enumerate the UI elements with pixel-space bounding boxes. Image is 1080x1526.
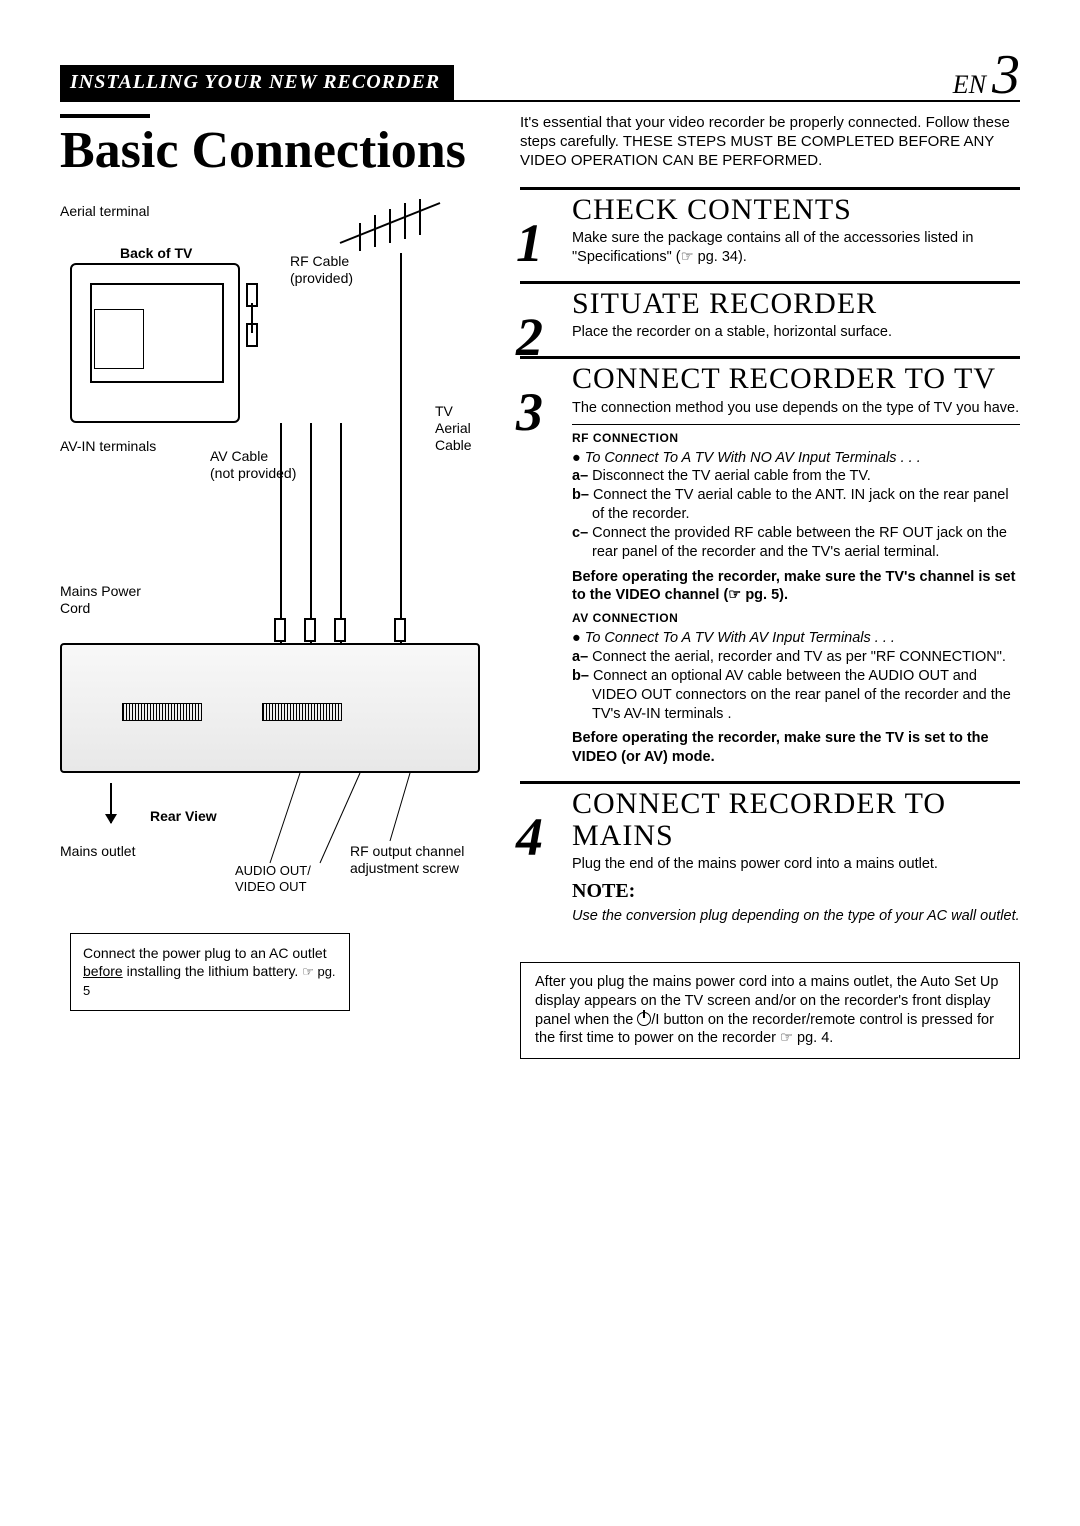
- step-rule-3: [520, 356, 1020, 359]
- label-rf-cable-t: RF Cable: [290, 253, 349, 269]
- av-plug-2: [304, 618, 316, 642]
- label-mains-power: Mains Power Cord: [60, 583, 141, 617]
- cable-av3: [340, 423, 342, 643]
- label-tv-aerial-cable: TV Aerial Cable: [435, 403, 472, 453]
- power-icon: [637, 1012, 651, 1026]
- leader-lines: [60, 763, 480, 923]
- cable-av1: [280, 423, 282, 643]
- step-3: 3 CONNECT RECORDER TO TV The connection …: [520, 363, 1020, 767]
- content-columns: Basic Connections Aerial terminal Back o…: [60, 114, 1020, 1059]
- cable-aerial: [400, 253, 402, 643]
- step-1: 1 CHECK CONTENTS Make sure the package c…: [520, 194, 1020, 267]
- step-num-1: 1: [516, 216, 543, 270]
- note-title: NOTE:: [572, 880, 1020, 903]
- rf-warn: Before operating the recorder, make sure…: [572, 568, 1020, 606]
- rf-item-a: a– Disconnect the TV aerial cable from t…: [572, 467, 1020, 486]
- right-column: It's essential that your video recorder …: [520, 114, 1020, 1059]
- rf-item-b: b– Connect the TV aerial cable to the AN…: [572, 486, 1020, 524]
- section-bar: INSTALLING YOUR NEW RECORDER: [60, 65, 454, 100]
- antenna-icon: [330, 193, 450, 253]
- step-rule-4: [520, 781, 1020, 784]
- cable-av2: [310, 423, 312, 643]
- step-body-3: The connection method you use depends on…: [572, 399, 1020, 418]
- rf-head: RF CONNECTION: [572, 431, 1020, 445]
- title-rule: [60, 114, 150, 118]
- av-item-b: b– Connect an optional AV cable between …: [572, 667, 1020, 724]
- pg-num: 3: [992, 50, 1020, 100]
- av-plug-3: [334, 618, 346, 642]
- step-title-2: SITUATE RECORDER: [572, 288, 1020, 320]
- label-back-of-tv: Back of TV: [120, 245, 192, 262]
- page-number: EN 3: [953, 50, 1020, 100]
- label-av-in: AV-IN terminals: [60, 438, 156, 455]
- step-rule-2: [520, 281, 1020, 284]
- av-intro: ● To Connect To A TV With AV Input Termi…: [572, 629, 1020, 648]
- rf-intro: ● To Connect To A TV With NO AV Input Te…: [572, 449, 1020, 468]
- rf-item-c: c– Connect the provided RF cable between…: [572, 524, 1020, 562]
- step-body-1: Make sure the package contains all of th…: [572, 229, 1020, 267]
- autosetup-info-box: After you plug the mains power cord into…: [520, 962, 1020, 1059]
- cable-rf: [251, 303, 253, 333]
- step-rule-1: [520, 187, 1020, 190]
- step-num-3: 3: [516, 385, 543, 439]
- power-note-box: Connect the power plug to an AC outlet b…: [70, 933, 350, 1011]
- step-num-2: 2: [516, 310, 543, 364]
- label-rf-cable-s: (provided): [290, 270, 353, 286]
- note-body: Use the conversion plug depending on the…: [572, 907, 1020, 926]
- av-warn: Before operating the recorder, make sure…: [572, 729, 1020, 767]
- step-body-4: Plug the end of the mains power cord int…: [572, 855, 1020, 874]
- step-title-3: CONNECT RECORDER TO TV: [572, 363, 1020, 395]
- left-column: Basic Connections Aerial terminal Back o…: [60, 114, 490, 1059]
- intro-text: It's essential that your video recorder …: [520, 114, 1020, 170]
- main-title: Basic Connections: [60, 124, 490, 179]
- av-item-a: a– Connect the aerial, recorder and TV a…: [572, 648, 1020, 667]
- av-list: a– Connect the aerial, recorder and TV a…: [572, 648, 1020, 723]
- label-av-cable: AV Cable (not provided): [210, 448, 296, 482]
- step-num-4: 4: [516, 810, 543, 864]
- av-head: AV CONNECTION: [572, 611, 1020, 625]
- step3-sub-rule: [572, 424, 1020, 425]
- page-header: INSTALLING YOUR NEW RECORDER EN 3: [60, 50, 1020, 102]
- aerial-plug: [394, 618, 406, 642]
- vcr-slot-b: [262, 703, 342, 721]
- pg-prefix: EN: [953, 70, 986, 100]
- label-rf-cable: RF Cable (provided): [290, 253, 353, 287]
- vcr-rear-icon: [60, 643, 480, 773]
- step-body-2: Place the recorder on a stable, horizont…: [572, 323, 1020, 342]
- connection-diagram: Aerial terminal Back of TV RF Cable (pro…: [60, 203, 490, 1023]
- step-title-4: CONNECT RECORDER TO MAINS: [572, 788, 1020, 851]
- vcr-slot-a: [122, 703, 202, 721]
- label-aerial-terminal: Aerial terminal: [60, 203, 149, 220]
- step-2: 2 SITUATE RECORDER Place the recorder on…: [520, 288, 1020, 342]
- rf-list: a– Disconnect the TV aerial cable from t…: [572, 467, 1020, 561]
- step-4: 4 CONNECT RECORDER TO MAINS Plug the end…: [520, 788, 1020, 926]
- av-plug-1: [274, 618, 286, 642]
- label-av-cable-t: AV Cable: [210, 448, 268, 464]
- label-av-cable-s: (not provided): [210, 465, 296, 481]
- step-title-1: CHECK CONTENTS: [572, 194, 1020, 226]
- tv-back-icon: [70, 263, 240, 423]
- tv-panel: [94, 309, 144, 369]
